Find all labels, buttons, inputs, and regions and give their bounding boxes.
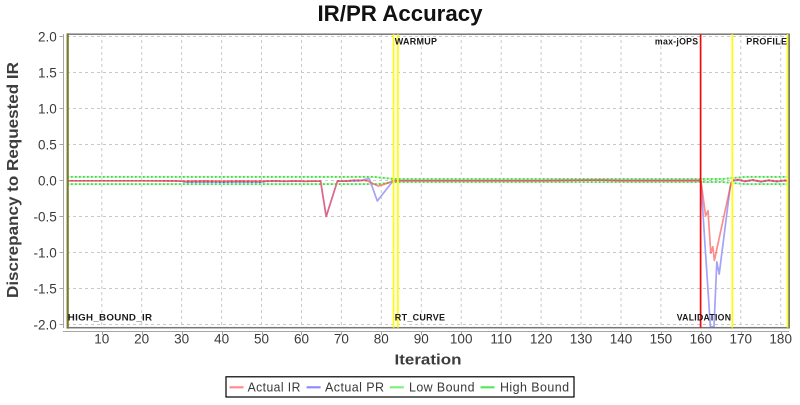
svg-text:Low Bound: Low Bound [409,379,475,394]
svg-text:-1.5: -1.5 [34,281,57,296]
svg-text:40: 40 [214,332,229,347]
svg-text:70: 70 [334,332,349,347]
svg-text:90: 90 [414,332,429,347]
svg-text:30: 30 [174,332,189,347]
svg-text:RT_CURVE: RT_CURVE [395,313,446,324]
svg-text:max-jOPS: max-jOPS [655,36,699,47]
svg-text:Actual IR: Actual IR [248,379,301,394]
svg-text:160: 160 [690,332,713,347]
svg-text:130: 130 [570,332,593,347]
svg-text:20: 20 [134,332,149,347]
svg-text:Iteration: Iteration [395,351,462,368]
svg-text:50: 50 [254,332,269,347]
svg-text:2.0: 2.0 [38,29,57,44]
svg-text:HIGH_BOUND_IR: HIGH_BOUND_IR [68,313,153,324]
svg-text:120: 120 [530,332,553,347]
svg-text:170: 170 [730,332,753,347]
svg-text:-0.5: -0.5 [34,209,57,224]
svg-text:1.5: 1.5 [38,65,57,80]
svg-text:0.5: 0.5 [38,137,57,152]
svg-text:-1.0: -1.0 [34,245,57,260]
svg-text:150: 150 [650,332,673,347]
svg-text:Discrepancy to Requested IR: Discrepancy to Requested IR [5,62,22,298]
svg-text:80: 80 [374,332,389,347]
svg-text:-2.0: -2.0 [34,317,57,332]
svg-text:WARMUP: WARMUP [395,36,438,47]
svg-text:1.0: 1.0 [38,101,57,116]
svg-text:Actual PR: Actual PR [325,379,385,394]
svg-text:140: 140 [610,332,633,347]
svg-text:10: 10 [94,332,109,347]
svg-text:0.0: 0.0 [38,173,57,188]
svg-text:IR/PR Accuracy: IR/PR Accuracy [318,1,484,26]
svg-text:PROFILE: PROFILE [746,36,787,47]
svg-text:100: 100 [450,332,473,347]
svg-text:110: 110 [490,332,512,347]
svg-text:180: 180 [769,332,792,347]
svg-text:VALIDATION: VALIDATION [677,313,732,324]
svg-text:60: 60 [294,332,309,347]
svg-text:High Bound: High Bound [500,379,570,394]
